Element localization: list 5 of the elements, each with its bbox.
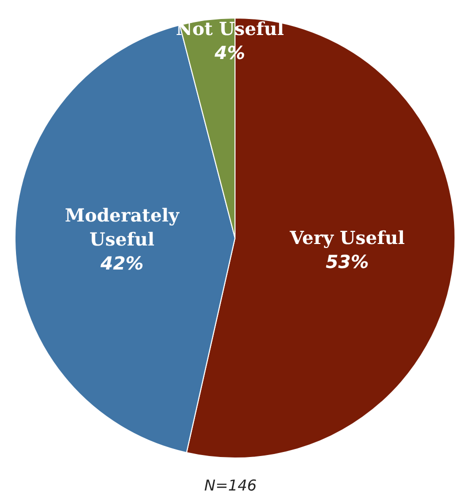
text: N=146 <box>204 476 257 494</box>
data-label: 53% <box>326 252 369 274</box>
slice-label: Very Useful <box>288 228 405 250</box>
data-label: 42% <box>99 253 144 274</box>
slice-label: Moderately Useful <box>64 205 180 250</box>
